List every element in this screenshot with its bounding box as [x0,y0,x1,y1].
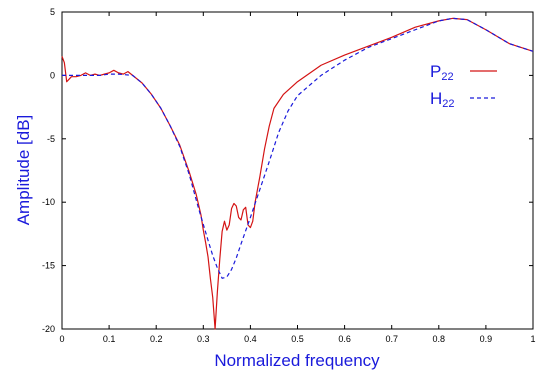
x-tick-label: 0 [59,334,64,344]
y-axis-title: Amplitude [dB] [14,115,33,226]
plot-frame [61,11,534,330]
y-tick-label: -5 [47,134,55,144]
legend-p-label: P [430,62,441,81]
svg-text:H22: H22 [430,89,455,110]
x-tick-label: 0.2 [150,334,163,344]
x-tick-label: 0.6 [338,334,351,344]
series-layer [61,17,534,330]
y-tick-label: 0 [50,70,55,80]
series-line-h22 [62,17,534,279]
legend: P22 H22 [430,62,497,110]
x-tick-label: 0.3 [197,334,210,344]
series-line-p22 [61,17,534,330]
y-axis: -20 -15 -10 -5 0 5 [42,7,533,334]
legend-item-p22: P22 [430,62,497,83]
y-tick-label: 5 [50,7,55,17]
x-tick-label: 1 [530,334,535,344]
x-axis: 0 0.1 0.2 0.3 0.4 0.5 0.6 0.7 0.8 0.9 1 [59,12,536,344]
legend-item-h22: H22 [430,89,497,110]
plot-area [61,11,534,330]
x-tick-label: 0.5 [291,334,304,344]
legend-h-sub: 22 [442,98,454,110]
y-tick-label: -15 [42,261,55,271]
y-tick-label: -10 [42,197,55,207]
x-tick-label: 0.9 [480,334,493,344]
legend-p-sub: 22 [441,71,453,83]
x-tick-label: 0.7 [385,334,398,344]
svg-text:P22: P22 [430,62,454,83]
y-tick-label: -20 [42,324,55,334]
x-tick-label: 0.4 [244,334,257,344]
x-axis-title: Normalized frequency [214,351,380,370]
x-tick-label: 0.8 [433,334,446,344]
x-tick-label: 0.1 [103,334,116,344]
legend-h-label: H [430,89,442,108]
